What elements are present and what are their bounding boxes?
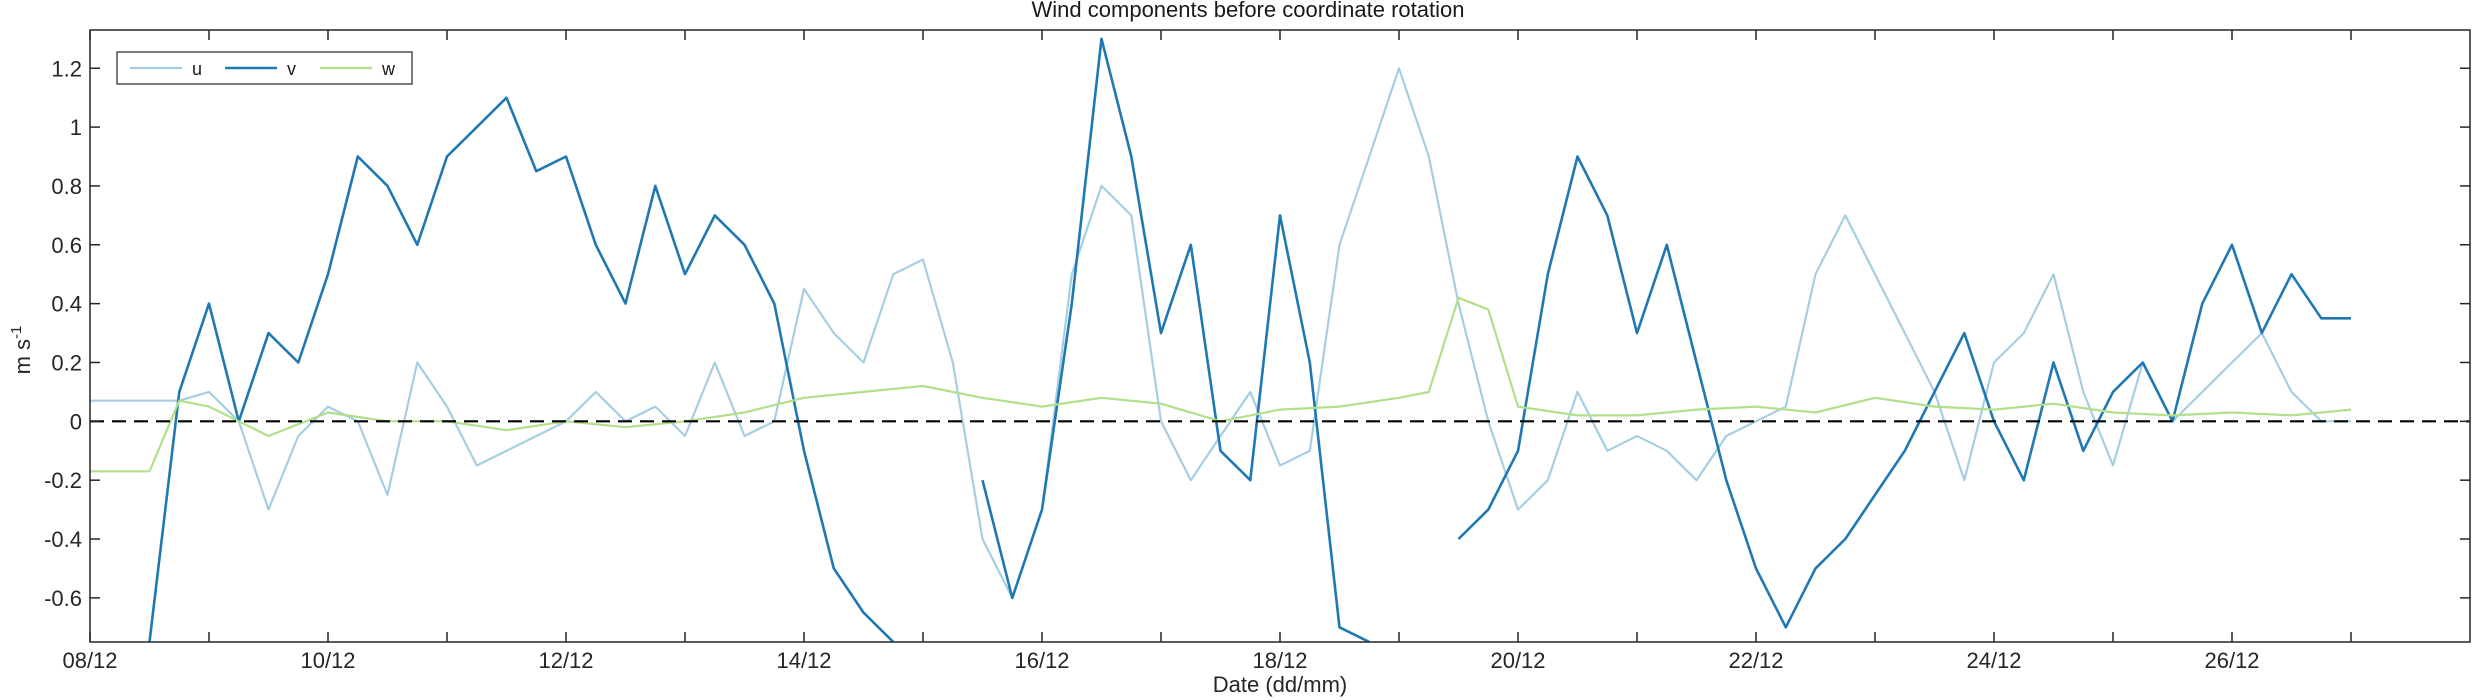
y-tick-label: 0 xyxy=(70,409,82,434)
y-tick-label: 0.6 xyxy=(51,233,82,258)
series-line-u xyxy=(90,67,2351,599)
x-axis-ticks: 08/12 10/12 12/12 14/12 16/12 18/12 20/12 22/12… xyxy=(62,30,2352,673)
x-tick-label: 24/12 xyxy=(1966,648,2021,673)
series-line-w xyxy=(90,296,2352,473)
x-tick-label: 18/12 xyxy=(1252,648,1307,673)
x-tick-label: 20/12 xyxy=(1490,648,1545,673)
y-tick-label: -0.2 xyxy=(44,468,82,493)
y-axis-ticks: -0.6 -0.4 -0.2 0 0.2 0.4 0.6 0.8 1 1.2 xyxy=(44,56,2470,611)
chart-title: Wind components before coordinate rotati… xyxy=(1032,0,1465,22)
y-tick-label: 1.2 xyxy=(51,56,82,81)
x-tick-label: 14/12 xyxy=(776,648,831,673)
x-tick-label: 08/12 xyxy=(62,648,117,673)
x-tick-label: 12/12 xyxy=(538,648,593,673)
x-axis-label: Date (dd/mm) xyxy=(1213,672,1347,697)
y-tick-label: -0.4 xyxy=(44,527,82,552)
y-axis-label: m s-1 xyxy=(8,326,35,375)
y-tick-label: 0.8 xyxy=(51,174,82,199)
y-tick-label: -0.6 xyxy=(44,586,82,611)
plot-area xyxy=(90,30,2470,642)
y-axis-label-base: m s xyxy=(10,339,35,374)
svg-text:m s-1: m s-1 xyxy=(8,326,35,375)
series-line-v xyxy=(148,37,2351,642)
y-axis-label-exponent: -1 xyxy=(8,326,25,339)
y-tick-label: 1 xyxy=(70,115,82,140)
x-tick-label: 26/12 xyxy=(2204,648,2259,673)
x-tick-label: 22/12 xyxy=(1728,648,1783,673)
x-tick-label: 10/12 xyxy=(300,648,355,673)
y-tick-label: 0.2 xyxy=(51,350,82,375)
y-tick-label: 0.4 xyxy=(51,292,82,317)
legend-label-u: u xyxy=(192,59,202,79)
legend-label-v: v xyxy=(287,59,296,79)
legend-label-w: w xyxy=(381,59,396,79)
x-tick-label: 16/12 xyxy=(1014,648,1069,673)
series-layer xyxy=(90,37,2352,642)
legend: u v w xyxy=(116,51,413,85)
